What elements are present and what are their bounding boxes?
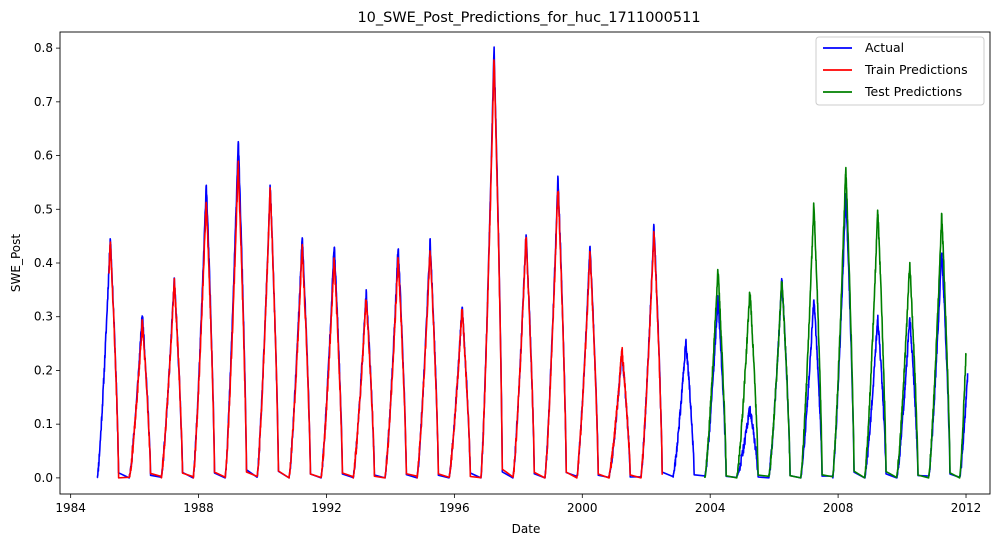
x-tick-label: 1996 (439, 501, 470, 515)
y-axis-label: SWE_Post (9, 234, 23, 292)
legend-label-test: Test Predictions (864, 84, 962, 99)
y-tick-label: 0.0 (34, 471, 53, 485)
legend-label-train: Train Predictions (864, 62, 968, 77)
y-tick-label: 0.5 (34, 202, 53, 216)
x-tick-label: 1984 (55, 501, 86, 515)
y-tick-label: 0.6 (34, 149, 53, 163)
x-tick-label: 2000 (567, 501, 598, 515)
series-test-line (703, 166, 967, 479)
ticks-layer: 1984 1988 1992 1996 2000 2004 2008 2012 0.0 0.1 0.… (34, 41, 981, 515)
y-tick-label: 0.7 (34, 95, 53, 109)
series-train-line (108, 59, 663, 479)
legend: Actual Train Predictions Test Prediction… (815, 36, 985, 106)
legend-label-actual: Actual (865, 40, 904, 55)
y-tick-label: 0.2 (34, 363, 53, 377)
y-tick-label: 0.4 (34, 256, 53, 270)
chart-title: 10_SWE_Post_Predictions_for_huc_17110005… (357, 10, 700, 26)
y-tick-label: 0.8 (34, 41, 53, 55)
x-tick-label: 2004 (695, 501, 726, 515)
series-layer (96, 46, 969, 479)
x-tick-label: 1988 (183, 501, 214, 515)
x-tick-label: 2008 (823, 501, 854, 515)
x-axis-label: Date (512, 522, 541, 536)
x-tick-label: 1992 (311, 501, 342, 515)
y-tick-label: 0.1 (34, 417, 53, 431)
x-tick-label: 2012 (951, 501, 982, 515)
legend-box (815, 36, 985, 106)
y-tick-label: 0.3 (34, 310, 53, 324)
